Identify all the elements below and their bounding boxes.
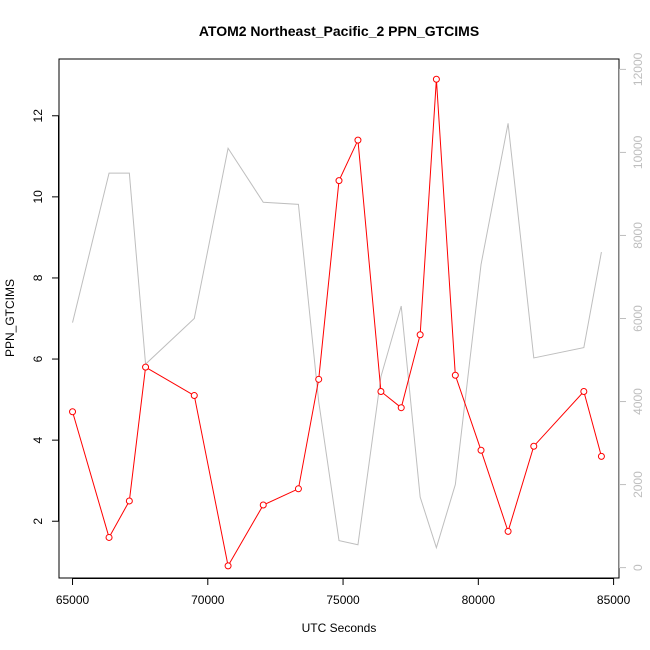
x-axis: 65000 70000 75000 80000 85000 [56, 578, 631, 607]
y-tick-label: 6 [31, 355, 45, 362]
data-point [397, 404, 405, 412]
data-point [315, 375, 323, 383]
y-tick-label: 10 [31, 190, 45, 204]
y-tick-label: 4 [31, 436, 45, 443]
y-axis-right: 0 2000 4000 6000 8000 10000 12000 [619, 52, 645, 571]
y2-tick-label: 6000 [631, 305, 645, 332]
series-line-left [72, 79, 602, 568]
y-axis-label: PPN_GTCIMS [3, 279, 17, 357]
data-point [580, 387, 588, 395]
x-tick-label: 70000 [191, 593, 225, 607]
series-line-right [72, 123, 602, 550]
data-point [597, 452, 605, 460]
plot-area [58, 58, 620, 579]
y-tick-label: 8 [31, 274, 45, 281]
y2-tick-label: 2000 [631, 471, 645, 498]
y2-tick-label: 12000 [631, 52, 645, 86]
data-point [377, 387, 385, 395]
y2-tick-label: 0 [631, 564, 645, 571]
data-point [259, 501, 267, 509]
data-point [335, 177, 343, 185]
data-point [69, 408, 77, 416]
x-axis-label: UTC Seconds [302, 621, 377, 635]
data-point [294, 485, 302, 493]
x-tick-label: 75000 [326, 593, 360, 607]
y-tick-label: 2 [31, 518, 45, 525]
data-point [530, 442, 538, 450]
data-point [105, 533, 113, 541]
x-tick-label: 85000 [597, 593, 631, 607]
data-point [125, 497, 133, 505]
x-tick-label: 80000 [462, 593, 496, 607]
y-tick-label: 12 [31, 109, 45, 123]
x-tick-label: 65000 [56, 593, 90, 607]
y2-tick-label: 8000 [631, 222, 645, 249]
y2-tick-label: 10000 [631, 135, 645, 169]
data-point [451, 371, 459, 379]
chart-title: ATOM2 Northeast_Pacific_2 PPN_GTCIMS [199, 23, 479, 39]
data-point [224, 562, 232, 570]
data-point [190, 392, 198, 400]
data-point [504, 527, 512, 535]
y2-tick-label: 4000 [631, 388, 645, 415]
series-layer [69, 75, 605, 570]
data-point [354, 136, 362, 144]
data-point [477, 446, 485, 454]
data-point [432, 75, 440, 83]
data-point [142, 363, 150, 371]
y-axis-left: 2 4 6 8 10 12 [31, 109, 59, 525]
data-point [416, 331, 424, 339]
